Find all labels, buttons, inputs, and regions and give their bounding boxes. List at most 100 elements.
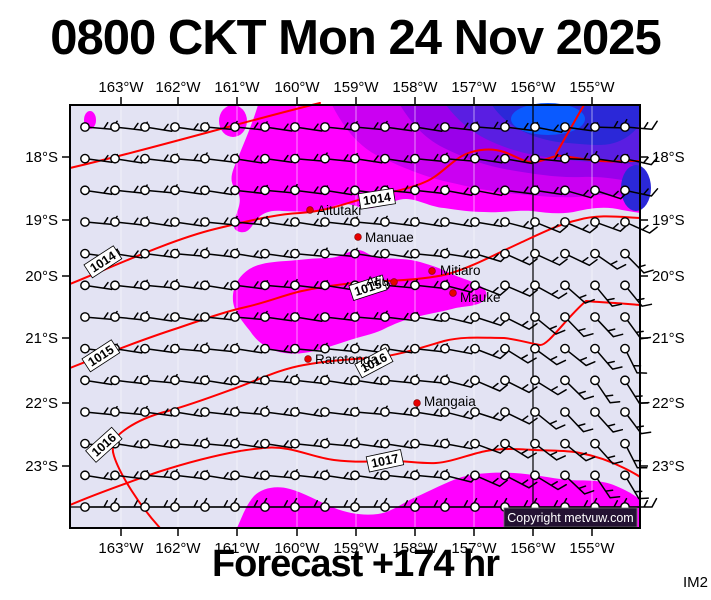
wind-barb-staff [538,223,569,234]
wind-barb-station-circle [350,438,360,449]
wind-barb-station-circle [470,122,480,132]
wind-barb-station-circle [620,343,630,354]
axis-label-latitude-right: 20°S [652,268,685,285]
wind-barb [620,343,648,374]
wind-barb-staff [597,351,623,370]
wind-barb-station-circle [500,312,510,322]
wind-barb-station-circle [470,438,480,449]
wind-barb-station-circle [590,438,600,449]
wind-barb-station-circle [530,185,540,196]
wind-barb-staff [568,255,598,267]
wind-barb-station-circle [110,185,120,196]
wind-barb [560,438,596,462]
axis-label-latitude-right: 22°S [652,395,685,412]
wind-barb-station-circle [290,375,300,386]
wind-barb-station-circle [140,185,150,196]
wind-barb [140,248,179,259]
wind-barb-station-circle [440,470,450,481]
wind-barb-station-circle [260,217,270,227]
wind-barb-station-circle [80,343,90,354]
wind-barb-station-circle [170,217,180,227]
wind-barb-station-circle [200,343,210,354]
wind-barb-station-circle [80,122,90,132]
wind-barb [590,185,629,200]
axis-label-longitude-bottom: 162°W [155,540,201,557]
wind-barb-station-circle [200,502,210,512]
wind-barb [110,311,148,322]
wind-barb-station-circle [590,312,600,322]
wind-barb [500,438,537,459]
wind-barb [230,184,268,196]
wind-barb-station-circle [80,217,90,227]
wind-barb-station-circle [500,407,510,417]
wind-barb-station-circle [320,375,330,386]
wind-barb-station-circle [320,407,330,417]
isobar-label-box [83,245,123,279]
wind-barb-station-circle [620,122,630,132]
wind-barb-station-circle [350,185,360,196]
place-label: Manuae [365,230,414,245]
axis-label-longitude-top: 155°W [569,79,615,96]
wind-barb [260,248,299,259]
isobar-label-value: 1014 [362,190,392,208]
wind-barb-station-circle [500,438,510,449]
wind-barb-station-circle [560,312,570,322]
wind-barb-station-circle [410,312,420,322]
wind-barb [440,343,479,355]
wind-barb [290,185,329,196]
wind-barb-station-circle [170,438,180,449]
wind-barb-station-circle [80,185,90,196]
wind-barb-station-circle [500,122,510,132]
wind-barb-station-circle [440,438,450,449]
wind-barb [500,185,539,196]
wind-barb-station-circle [440,502,450,512]
isobar-label-box [85,426,123,463]
wind-barb-station-circle [80,312,90,322]
place-label: Mangaia [424,394,476,409]
wind-barb [560,312,594,338]
axis-label-longitude-bottom: 156°W [510,540,556,557]
wind-barb-station-circle [110,122,120,132]
wind-barb-station-circle [440,312,450,322]
wind-barb-station-circle [590,248,600,259]
wind-barb-station-circle [230,375,240,386]
wind-barb-station-circle [380,502,390,512]
wind-barb-station-circle [230,502,240,512]
wind-barb [590,470,621,499]
wind-barb [560,407,594,433]
wind-barb-station-circle [230,343,240,354]
wind-barb-station-circle [350,248,360,259]
wind-barb-station-circle [200,217,210,227]
wind-barb-station-circle [170,470,180,481]
place-label: Rarotonga [315,352,379,367]
wind-barb-station-circle [470,407,480,417]
wind-barb-station-circle [320,122,330,132]
chart-title: 0800 CKT Mon 24 Nov 2025 [50,11,662,65]
wind-barb [590,312,624,338]
wind-barb-station-circle [620,375,630,386]
wind-barb-station-circle [620,217,630,227]
wind-barb-station-circle [320,438,330,449]
wind-barb [470,470,508,487]
wind-barb-station-circle [200,122,210,132]
wind-barb-station-circle [350,502,360,512]
wind-barb [500,470,538,489]
place-label: Mitiaro [440,263,481,278]
wind-barb [530,217,569,234]
wind-barb-station-circle [140,470,150,481]
wind-barb [380,217,419,227]
axis-label-longitude-top: 160°W [274,79,320,96]
wind-barb-station-circle [140,502,150,512]
wind-barb-station-circle [470,343,480,354]
wind-barb-station-circle [530,248,540,259]
wind-barb-station-circle [80,470,90,481]
wind-barb [560,248,598,267]
wind-barb-station-circle [560,185,570,196]
wind-barb [140,217,179,227]
place-label: Mauke [460,290,501,305]
wind-barb-station-circle [530,217,540,227]
wind-barb-staff [508,286,538,297]
wind-barb-station-circle [140,122,150,132]
wind-barb-station-circle [320,185,330,196]
wind-barb-station-circle [560,280,570,291]
